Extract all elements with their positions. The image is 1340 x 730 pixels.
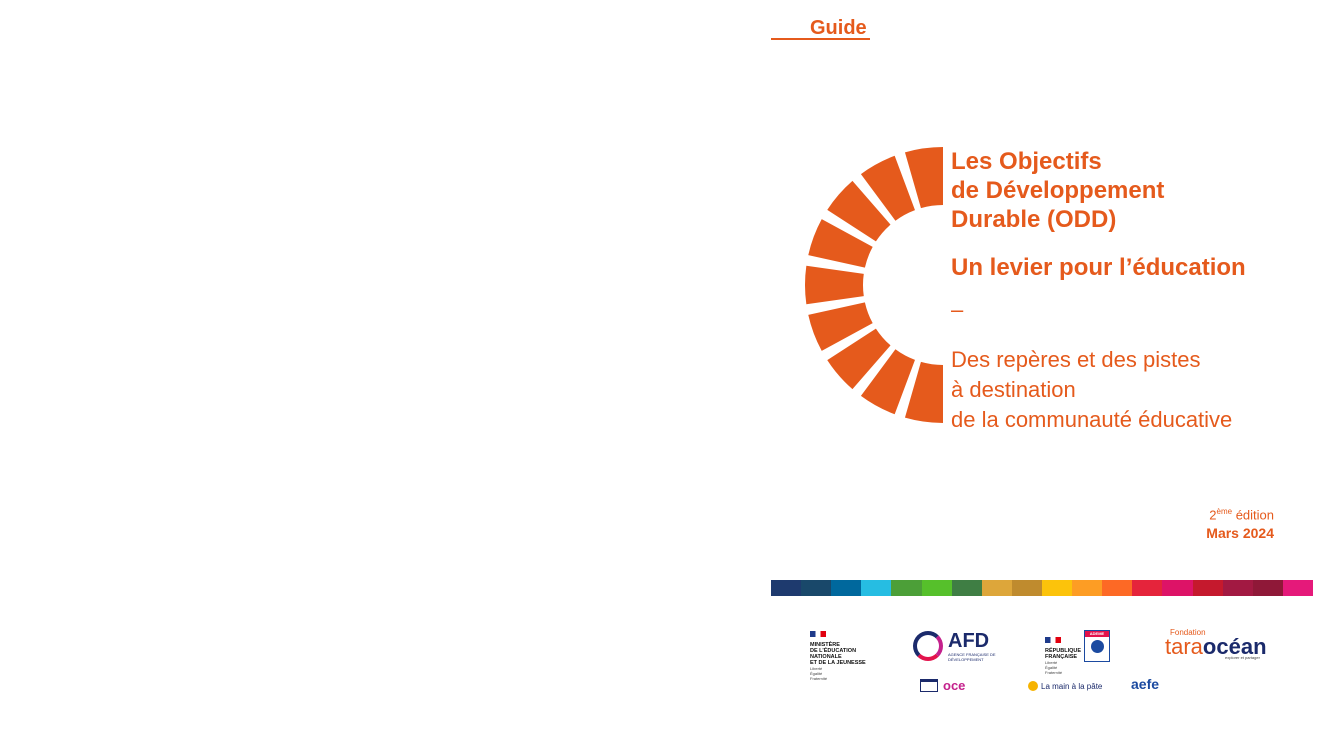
sdg-color-segment [1192,580,1223,596]
afd-logo: AFD AGENCE FRANÇAISE DE DÉVELOPPEMENT [913,630,996,662]
ministere-line: NATIONALE [810,654,842,660]
french-flag-icon [810,631,826,637]
aefe-logo: aefe [1131,676,1171,706]
sdg-color-segment [1132,580,1163,596]
ministere-logo: MINISTÈRE DE L’ÉDUCATION NATIONALE ET DE… [810,624,880,681]
afd-circle-icon [913,631,943,661]
publication-date: Mars 2024 [1206,525,1274,541]
odd-wheel-segment [808,302,873,351]
sdg-color-segment [921,580,952,596]
motto-line: Égalité [810,671,823,676]
sdg-color-segment [951,580,982,596]
ademe-name: ADEME [1085,631,1109,637]
motto-line: Fraternité [810,676,828,681]
oce-mark: oce [943,678,966,693]
ministere-line: ET DE LA JEUNESSE [810,660,866,666]
sdg-color-segment [801,580,832,596]
sdg-color-segment [861,580,892,596]
title-line: de Développement [951,177,1165,204]
afd-subtitle: AGENCE FRANÇAISE DE DÉVELOPPEMENT [948,652,996,662]
sdg-color-segment [1222,580,1253,596]
afd-name: AFD [948,630,990,652]
odd-wheel-segment [805,265,864,305]
ademe-circle-icon [1091,640,1104,653]
odd-wheel-segment [808,219,873,268]
unesco-oce-logo: oce [915,677,985,703]
odd-wheel-icon [805,147,943,423]
tara-name: taraocéan [1165,634,1267,659]
odd-wheel-segment [827,328,891,390]
sdg-color-band [771,580,1313,596]
sdg-color-segment [1011,580,1042,596]
republique-logo: RÉPUBLIQUE FRANÇAISE Liberté Égalité Fra… [1045,630,1115,675]
republique-line: RÉPUBLIQUE [1045,648,1082,654]
odd-wheel-segment [860,155,915,221]
sdg-color-segment [771,580,802,596]
sdg-color-segment [981,580,1012,596]
main-a-la-pate-logo: La main à la pâte [1025,678,1102,702]
description: Des repères et des pistes à destination … [951,345,1331,435]
sun-icon [1028,681,1038,691]
odd-wheel-segment [904,361,943,423]
motto-line: Fraternité [1045,670,1063,675]
separator-dash: – [951,297,964,322]
guide-underline [771,38,870,40]
sdg-color-segment [1041,580,1073,596]
subtitle: Un levier pour l’éducation [951,254,1246,281]
odd-wheel-segment [860,349,915,415]
ministere-line: DE L’ÉDUCATION [810,648,857,654]
motto-line: Liberté [810,666,823,671]
tara-ocean-logo: Fondation taraocéan explorer et partager [1165,628,1277,662]
odd-wheel-segment [827,180,891,242]
description-line: Des repères et des pistes [951,347,1201,372]
ministere-line: MINISTÈRE [810,642,840,648]
sdg-color-segment [1102,580,1133,596]
republique-line: FRANÇAISE [1045,654,1078,660]
tara-tagline: explorer et partager [1225,655,1260,660]
sdg-color-segment [891,580,922,596]
ademe-logo: ADEME [1084,630,1110,662]
sdg-color-segment [1282,580,1313,596]
description-line: à destination [951,377,1076,402]
unesco-temple-icon [920,679,938,692]
motto-line: Liberté [1045,660,1058,665]
sdg-color-segment [1162,580,1193,596]
motto-line: Égalité [1045,665,1058,670]
sdg-color-segment [831,580,862,596]
edition-label: 2ème édition [1209,507,1274,523]
french-flag-icon [1045,637,1061,643]
main-title: Les Objectifs de Développement Durable (… [951,147,1321,234]
title-line: Les Objectifs [951,148,1102,175]
title-line: Durable (ODD) [951,206,1117,233]
description-line: de la communauté éducative [951,407,1233,432]
aefe-name: aefe [1131,676,1160,692]
sdg-color-segment [1252,580,1283,596]
guide-label: Guide [810,17,867,39]
tara-fondation: Fondation [1170,628,1206,637]
main-pate-name: La main à la pâte [1041,682,1103,691]
odd-wheel-segment [904,147,943,209]
sdg-color-segment [1072,580,1103,596]
